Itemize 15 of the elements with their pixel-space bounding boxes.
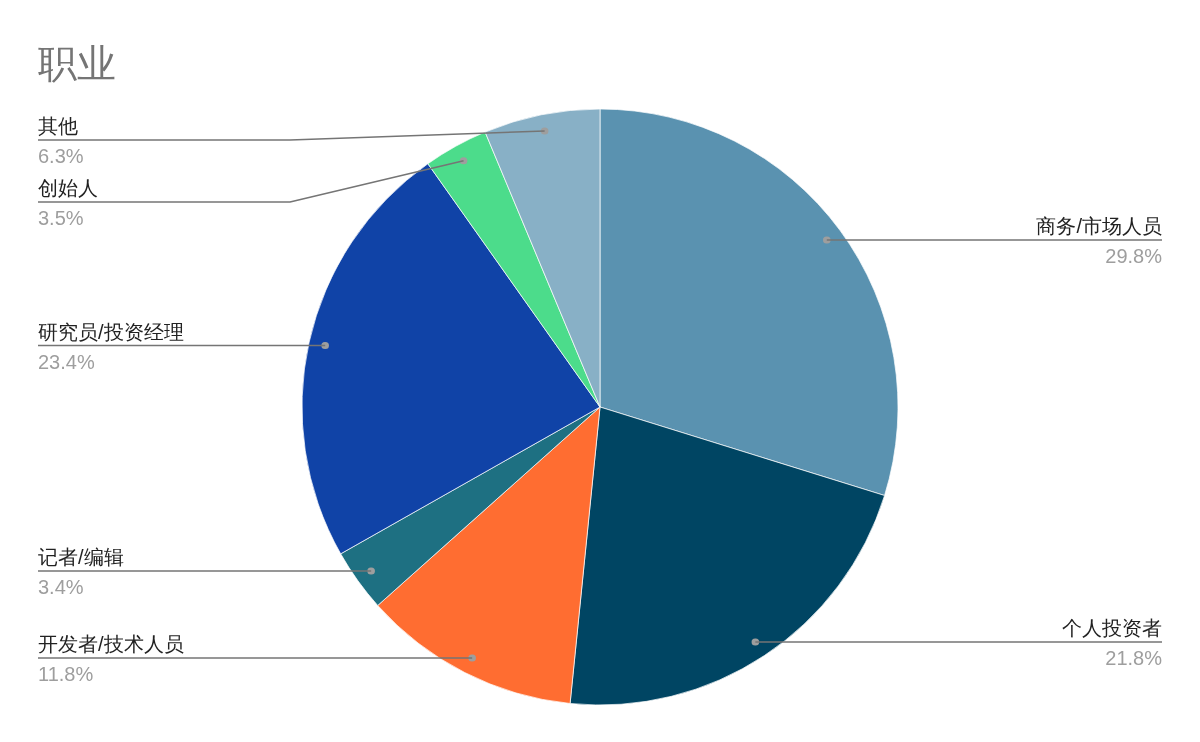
data-label: 3.4%: [38, 576, 84, 599]
data-label: 23.4%: [38, 350, 95, 373]
slice-label: 研究员/投资经理: [38, 320, 184, 343]
data-label: 6.3%: [38, 145, 84, 167]
data-label: 21.8%: [1105, 646, 1163, 669]
data-label: 29.8%: [1105, 245, 1163, 268]
slice-label: 开发者/技术人员: [38, 632, 184, 655]
data-label: 11.8%: [38, 662, 94, 685]
slice-label: 个人投资者: [1062, 616, 1162, 639]
slice-label: 其他: [38, 115, 78, 137]
slice-label: 记者/编辑: [38, 546, 124, 569]
data-label: 3.5%: [38, 207, 84, 229]
slice-label: 创始人: [38, 177, 98, 199]
chart-title: 职业: [38, 42, 116, 85]
slice-label: 商务/市场人员: [1036, 215, 1162, 238]
